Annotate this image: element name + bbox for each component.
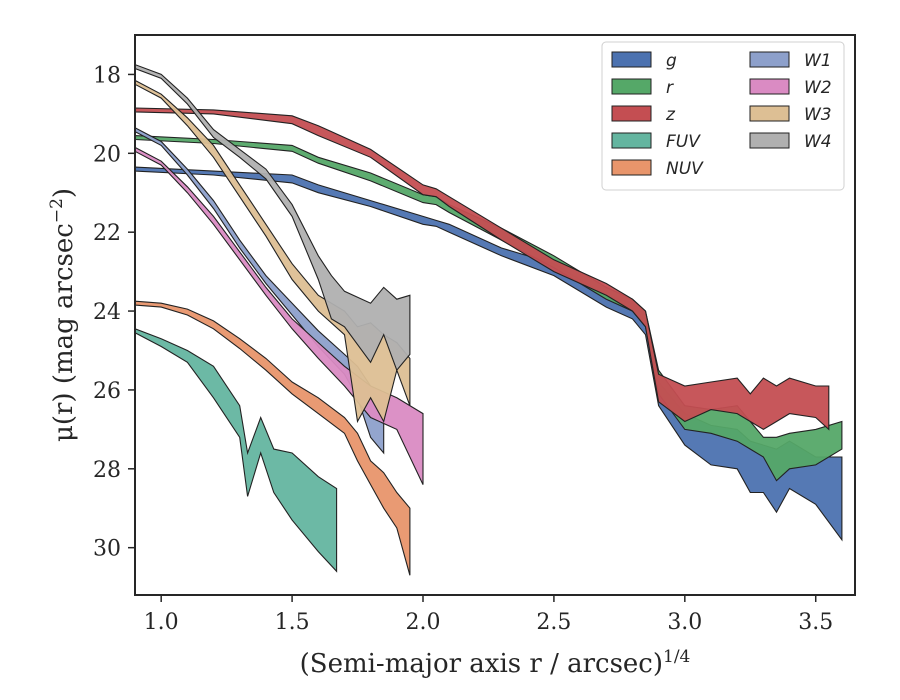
legend-swatch-fuv <box>611 132 652 149</box>
legend-label-z: z <box>665 105 676 125</box>
series-band-w4 <box>135 64 411 372</box>
series-band-fuv <box>135 328 338 573</box>
legend-label-nuv: NUV <box>666 159 704 179</box>
legend-swatch-nuv <box>611 159 652 176</box>
y-tick-label: 22 <box>93 221 121 246</box>
y-tick-label: 28 <box>93 458 121 483</box>
legend-label-fuv: FUV <box>666 132 701 152</box>
legend-swatch-w3 <box>749 105 790 122</box>
x-axis-label: (Semi-major axis r / arcsec)1/4 <box>300 647 691 679</box>
ticks-layer: 1.0 1.5 2.0 2.5 3.0 3.5 18 20 22 24 26 28 30 <box>93 63 833 635</box>
y-tick-label: 18 <box>93 63 121 88</box>
legend-swatch-g <box>611 51 652 68</box>
legend-label-w4: W4 <box>804 132 832 152</box>
legend-swatch-w2 <box>749 78 790 95</box>
series-band-g <box>135 166 843 542</box>
series-band-z <box>135 107 830 431</box>
y-tick-label: 26 <box>93 379 121 404</box>
plot-frame <box>134 34 856 596</box>
series-layer <box>135 64 843 576</box>
series-band-w1 <box>135 127 385 455</box>
x-tick-label: 3.0 <box>667 610 702 635</box>
legend: grz FUV NUV W1 W2 W3 W4 <box>601 41 845 191</box>
x-tick-label: 2.5 <box>536 610 571 635</box>
legend-swatch-r <box>611 78 652 95</box>
series-band-w2 <box>135 146 424 485</box>
series-band-nuv <box>135 300 411 576</box>
series-band-w3 <box>135 79 411 424</box>
y-axis-label: μ(r) (mag arcsec−2) <box>47 188 79 442</box>
x-tick-label: 1.0 <box>144 610 179 635</box>
y-tick-label: 30 <box>93 537 121 562</box>
legend-label-g: g <box>666 51 677 71</box>
legend-swatch-z <box>611 105 652 122</box>
legend-label-w3: W3 <box>804 105 832 125</box>
legend-label-r: r <box>666 78 674 98</box>
legend-swatch-w4 <box>749 132 790 149</box>
y-tick-label: 20 <box>93 142 121 167</box>
x-tick-label: 3.5 <box>798 610 833 635</box>
legend-label-w2: W2 <box>804 78 832 98</box>
x-tick-label: 1.5 <box>275 610 310 635</box>
legend-swatch-w1 <box>749 51 790 68</box>
y-tick-label: 24 <box>93 300 121 325</box>
x-tick-label: 2.0 <box>406 610 441 635</box>
legend-label-w1: W1 <box>804 51 832 71</box>
